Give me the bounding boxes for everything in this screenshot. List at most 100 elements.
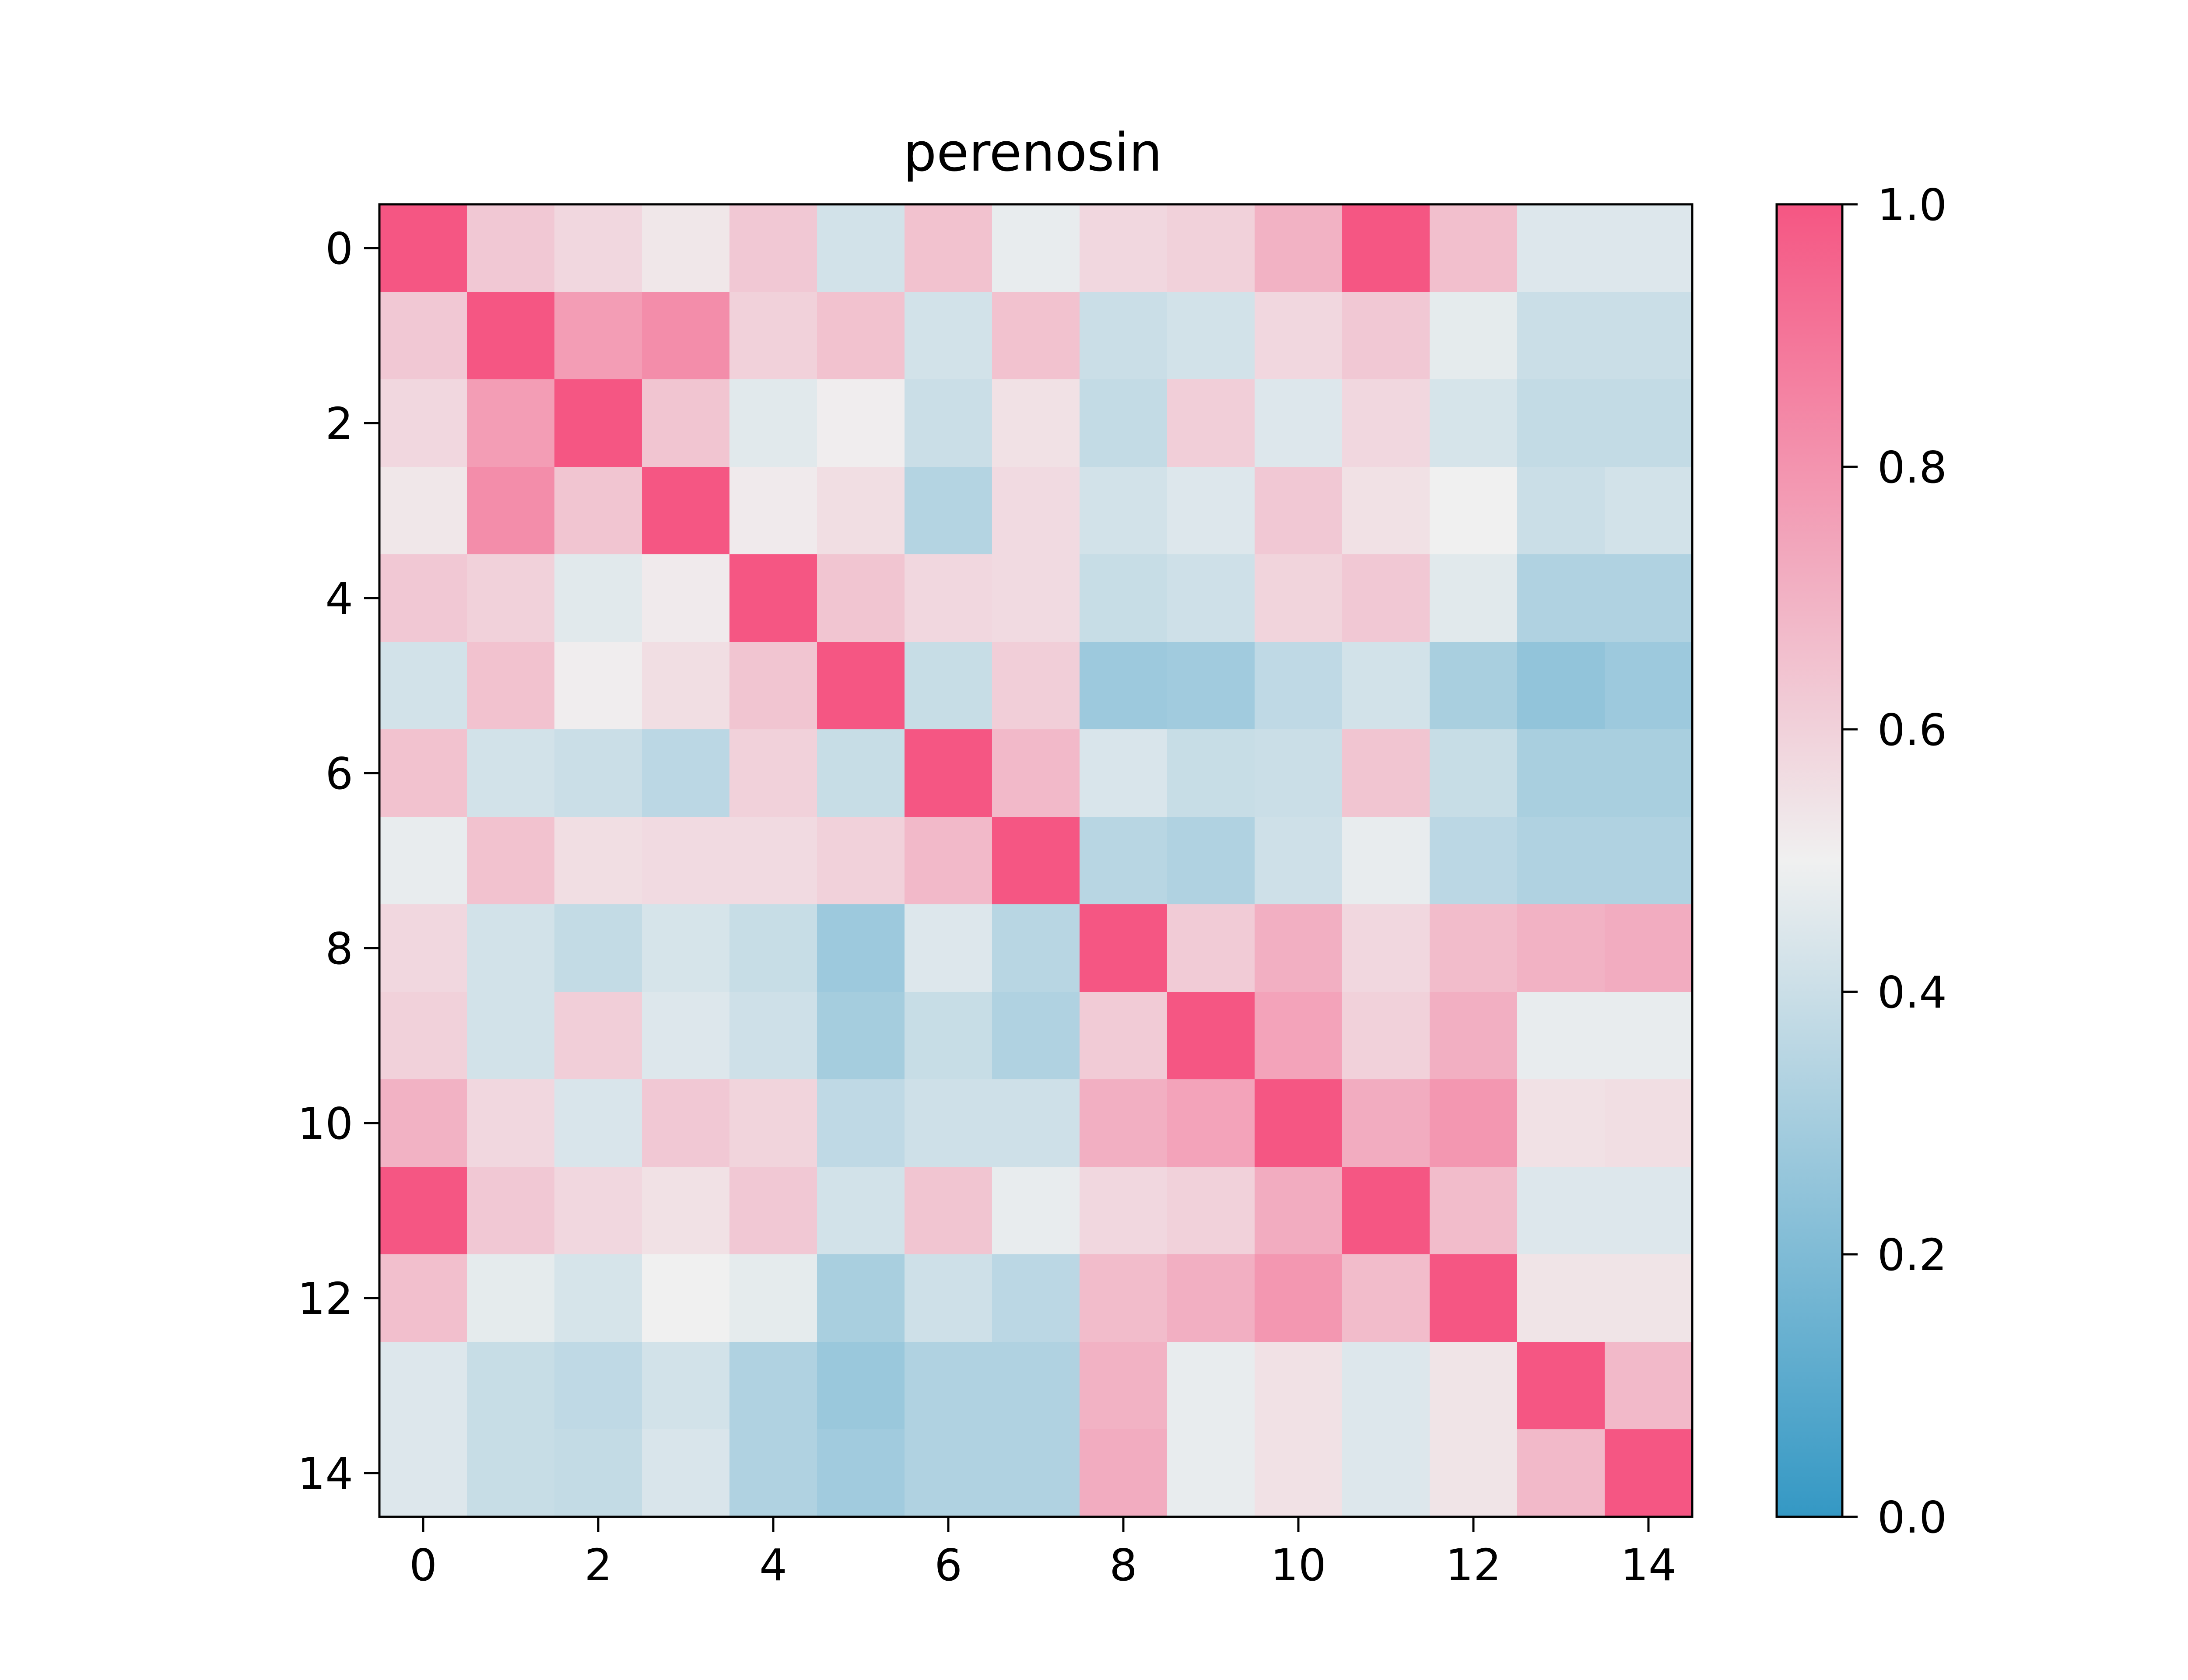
heatmap-cell: [642, 729, 730, 817]
heatmap-cell: [729, 992, 817, 1080]
y-tick-label: 14: [298, 1448, 353, 1499]
heatmap-cell: [729, 1079, 817, 1167]
heatmap-cell: [1517, 817, 1605, 905]
heatmap-cell: [992, 1167, 1080, 1255]
heatmap-cell: [1255, 1342, 1343, 1430]
heatmap-cell: [1080, 292, 1168, 380]
heatmap-cell: [1167, 992, 1255, 1080]
heatmap-cell: [992, 467, 1080, 555]
heatmap-cell: [729, 642, 817, 730]
heatmap-cell: [1430, 817, 1518, 905]
y-tick-label: 12: [298, 1273, 353, 1324]
heatmap-cell: [1430, 1079, 1518, 1167]
heatmap-cell: [1430, 1167, 1518, 1255]
heatmap-cell: [642, 554, 730, 642]
heatmap-cell: [1430, 204, 1518, 292]
heatmap-cell: [642, 817, 730, 905]
heatmap-cell: [379, 817, 467, 905]
heatmap-cell: [554, 817, 642, 905]
heatmap-cell: [817, 1342, 905, 1430]
heatmap-cell: [554, 1079, 642, 1167]
heatmap-cell: [992, 292, 1080, 380]
heatmap-cell: [1255, 729, 1343, 817]
colorbar-tick-label: 0.2: [1877, 1229, 1947, 1281]
heatmap-cell: [992, 1254, 1080, 1342]
heatmap-cell: [1167, 642, 1255, 730]
heatmap-cell: [905, 992, 992, 1080]
heatmap-cell: [642, 467, 730, 555]
colorbar-tick-label: 0.8: [1877, 442, 1947, 493]
heatmap-cell: [379, 379, 467, 467]
heatmap-cell: [467, 1342, 555, 1430]
heatmap-cell: [992, 1342, 1080, 1430]
colorbar-tick-label: 0.0: [1877, 1492, 1947, 1543]
heatmap-cell: [1167, 1167, 1255, 1255]
heatmap-cell: [992, 204, 1080, 292]
heatmap-cell: [905, 1167, 992, 1255]
heatmap-cell: [1605, 1079, 1693, 1167]
heatmap-cell: [1430, 292, 1518, 380]
heatmap-cell: [729, 1429, 817, 1517]
heatmap-cell: [1342, 817, 1430, 905]
heatmap-cell: [905, 1079, 992, 1167]
heatmap-cell: [379, 992, 467, 1080]
heatmap-cell: [992, 992, 1080, 1080]
plot-frame: [378, 203, 1694, 1518]
heatmap-cell: [1430, 1429, 1518, 1517]
colorbar-tick-label: 0.6: [1877, 704, 1947, 756]
heatmap-cell: [554, 1342, 642, 1430]
heatmap-cell: [905, 467, 992, 555]
heatmap-cell: [817, 1429, 905, 1517]
heatmap-cell: [467, 292, 555, 380]
heatmap-cell: [1517, 467, 1605, 555]
heatmap-cell: [467, 1167, 555, 1255]
heatmap-cell: [1255, 1429, 1343, 1517]
heatmap-cell: [1080, 642, 1168, 730]
heatmap-cell: [1430, 467, 1518, 555]
heatmap-cells: [379, 204, 1693, 1517]
y-tick-label: 6: [325, 748, 353, 799]
heatmap-cell: [1080, 1167, 1168, 1255]
heatmap-cell: [729, 204, 817, 292]
heatmap-cell: [992, 642, 1080, 730]
heatmap-cell: [642, 1167, 730, 1255]
y-tick-label: 10: [298, 1098, 353, 1149]
heatmap-cell: [642, 992, 730, 1080]
heatmap-cell: [905, 817, 992, 905]
heatmap-cell: [992, 817, 1080, 905]
heatmap-cell: [554, 467, 642, 555]
heatmap-cell: [1517, 292, 1605, 380]
heatmap-cell: [1517, 1254, 1605, 1342]
heatmap-cell: [1080, 992, 1168, 1080]
heatmap-cell: [1167, 1342, 1255, 1430]
heatmap-cell: [905, 729, 992, 817]
heatmap-cell: [467, 204, 555, 292]
y-tick-label: 0: [325, 223, 353, 274]
heatmap-cell: [1255, 992, 1343, 1080]
x-tick-label: 2: [584, 1540, 612, 1591]
heatmap-cell: [1167, 1429, 1255, 1517]
heatmap-cell: [1430, 1342, 1518, 1430]
heatmap-cell: [1080, 1254, 1168, 1342]
x-tick-label: 0: [409, 1540, 437, 1591]
heatmap-cell: [1167, 904, 1255, 992]
heatmap-cell: [642, 1254, 730, 1342]
heatmap-cell: [1517, 554, 1605, 642]
heatmap-cell: [1167, 554, 1255, 642]
heatmap-cell: [1430, 554, 1518, 642]
heatmap-cell: [554, 1254, 642, 1342]
heatmap-cell: [1255, 292, 1343, 380]
x-axis: 0 2 4 6 8 10 12 14: [409, 1517, 1676, 1591]
heatmap-cell: [1255, 1254, 1343, 1342]
x-tick-label: 4: [759, 1540, 787, 1591]
heatmap-cell: [1517, 992, 1605, 1080]
heatmap-cell: [1342, 292, 1430, 380]
heatmap-cell: [992, 379, 1080, 467]
heatmap-cell: [1517, 379, 1605, 467]
heatmap-cell: [1080, 904, 1168, 992]
heatmap-cell: [467, 992, 555, 1080]
heatmap-cell: [1080, 554, 1168, 642]
x-tick-label: 6: [934, 1540, 962, 1591]
heatmap-cell: [1605, 992, 1693, 1080]
